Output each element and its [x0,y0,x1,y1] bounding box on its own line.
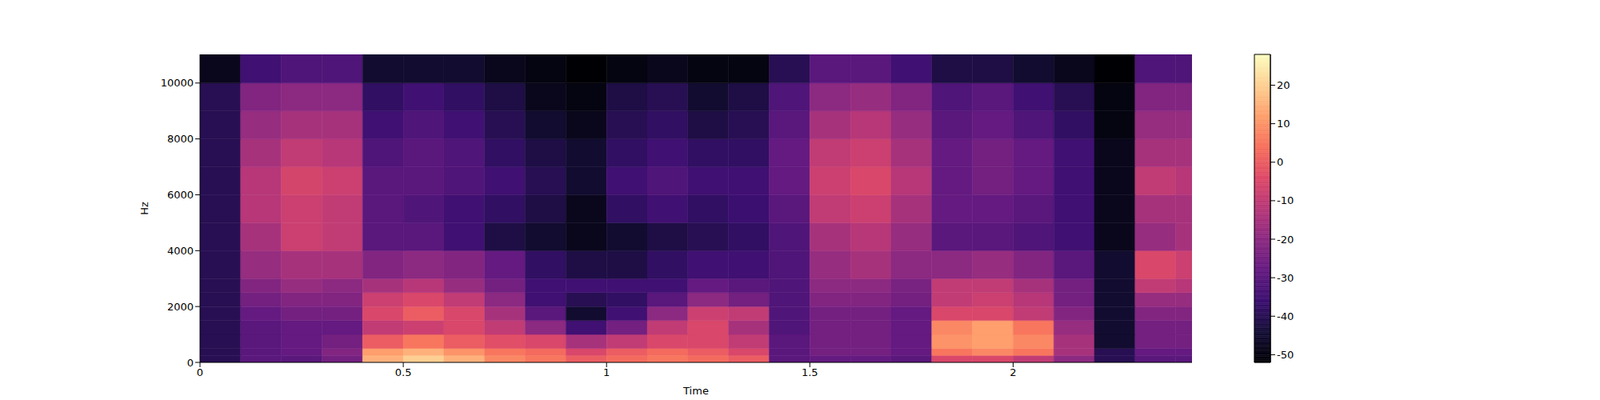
svg-text:4000: 4000 [167,244,194,257]
svg-text:20: 20 [1276,79,1291,92]
svg-text:8000: 8000 [167,132,194,145]
svg-text:2000: 2000 [167,300,194,313]
svg-text:0: 0 [187,356,194,369]
svg-text:-40: -40 [1276,310,1294,323]
svg-text:0.5: 0.5 [395,366,412,379]
svg-text:1: 1 [603,366,610,379]
svg-text:2: 2 [1009,366,1016,379]
svg-text:-50: -50 [1276,348,1294,361]
svg-text:10: 10 [1276,117,1291,130]
svg-text:1.5: 1.5 [801,366,819,379]
svg-text:Hz: Hz [138,201,151,216]
svg-text:0: 0 [196,366,204,379]
svg-text:-30: -30 [1276,272,1294,284]
svg-text:6000: 6000 [167,188,194,201]
svg-text:0: 0 [1276,156,1284,168]
svg-text:-10: -10 [1276,194,1294,207]
svg-text:-20: -20 [1276,233,1294,246]
svg-text:10000: 10000 [160,76,194,89]
svg-text:Time: Time [682,384,709,397]
